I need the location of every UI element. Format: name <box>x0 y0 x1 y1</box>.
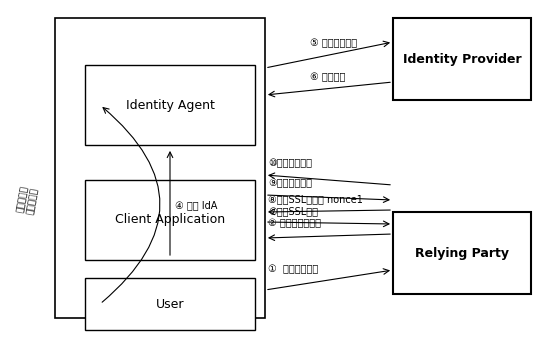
Text: 用户授权据
交身份信息: 用户授权据 交身份信息 <box>16 185 40 215</box>
Text: ⑨发送身份令牌: ⑨发送身份令牌 <box>268 178 312 188</box>
Text: Client Application: Client Application <box>115 214 225 226</box>
Text: Relying Party: Relying Party <box>415 247 509 259</box>
Text: ⑤ 进行身份认证: ⑤ 进行身份认证 <box>310 38 357 48</box>
Bar <box>85 278 255 330</box>
Bar <box>85 65 255 145</box>
Text: ⑥ 身份确认: ⑥ 身份确认 <box>310 72 345 82</box>
Bar <box>85 180 255 260</box>
Text: ⑩身份确认信息: ⑩身份确认信息 <box>268 158 312 168</box>
Bar <box>393 212 531 294</box>
Text: Identity Agent: Identity Agent <box>126 98 214 111</box>
Text: ⑧建立SSL连接， nonce1: ⑧建立SSL连接， nonce1 <box>268 194 363 204</box>
Bar <box>55 18 265 318</box>
Text: ⑦发起SSL连接: ⑦发起SSL连接 <box>268 206 318 216</box>
Text: User: User <box>156 298 184 311</box>
Bar <box>393 18 531 100</box>
Text: ② 需要的身份属性: ② 需要的身份属性 <box>268 218 321 228</box>
Text: ④ 调用 IdA: ④ 调用 IdA <box>175 200 218 210</box>
Text: Identity Provider: Identity Provider <box>403 53 521 65</box>
Text: ①  访问服务站点: ① 访问服务站点 <box>268 264 318 274</box>
